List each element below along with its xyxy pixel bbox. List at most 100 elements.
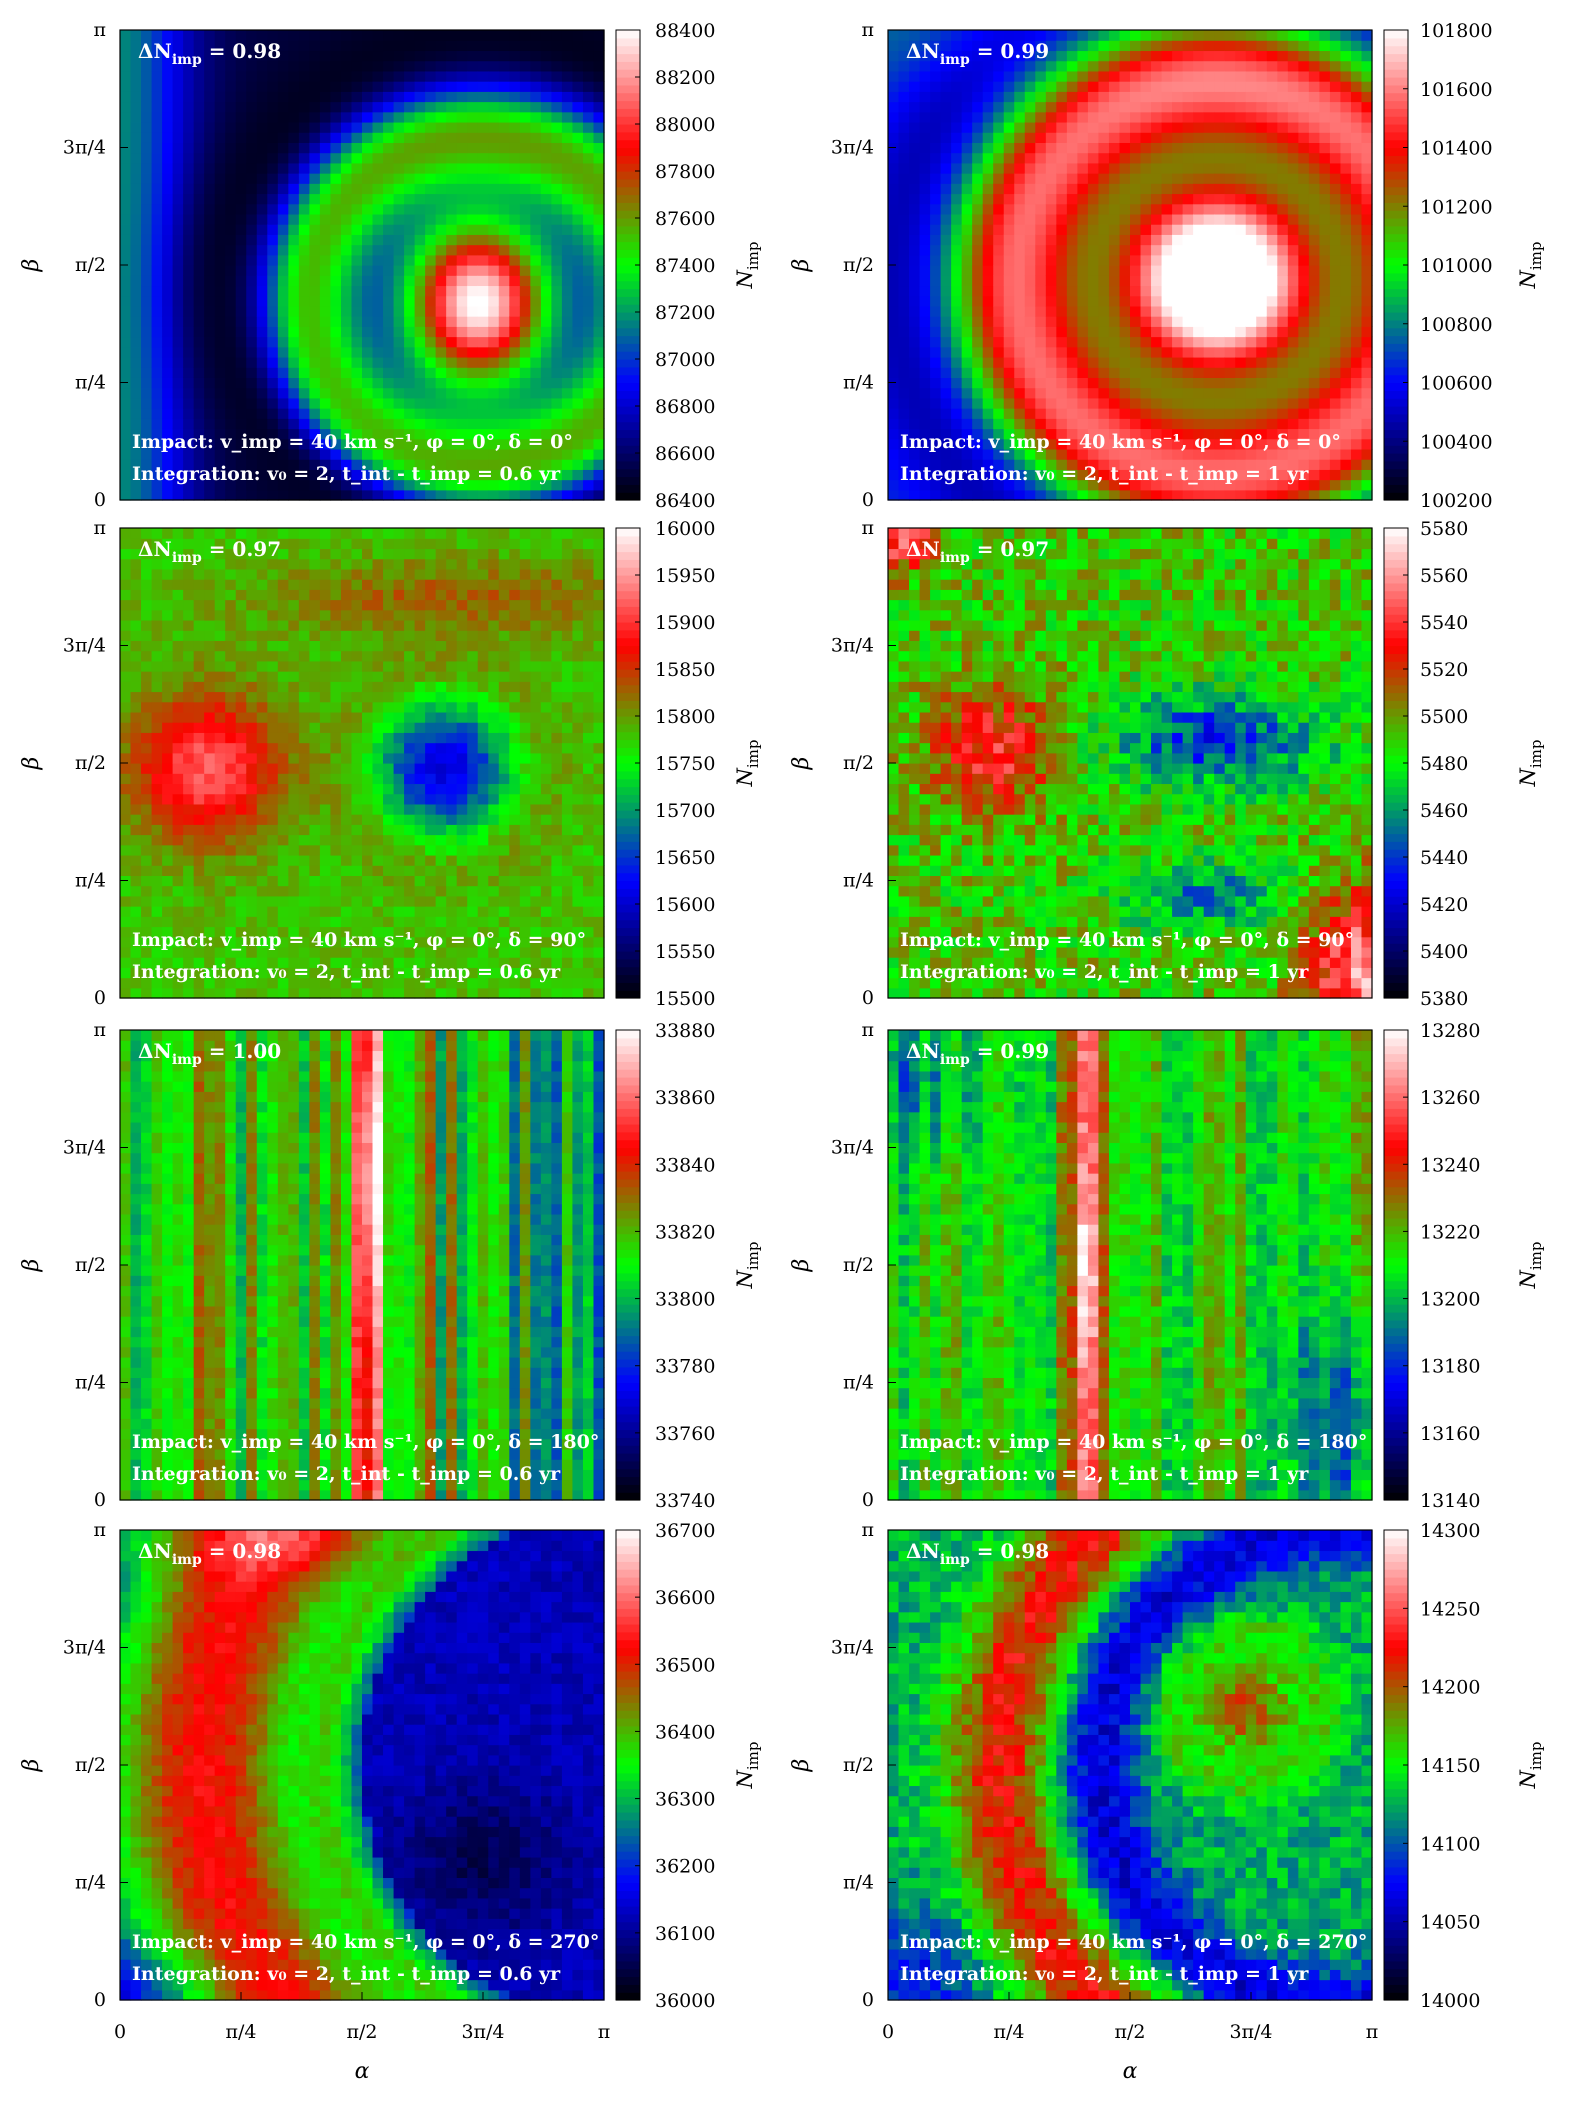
heatmap-cell xyxy=(1214,285,1226,297)
heatmap-cell xyxy=(1277,101,1289,113)
heatmap-cell xyxy=(162,265,174,276)
heatmap-cell xyxy=(572,408,584,419)
heatmap-cell xyxy=(393,285,405,297)
heatmap-cell xyxy=(488,81,500,92)
heatmap-cell xyxy=(267,367,279,378)
heatmap-cell xyxy=(582,224,595,235)
heatmap-cell xyxy=(1203,224,1215,235)
heatmap-cell xyxy=(1024,60,1036,72)
heatmap-cell xyxy=(1182,60,1194,72)
heatmap-cell xyxy=(1130,60,1142,72)
heatmap-cell xyxy=(151,711,163,723)
heatmap-cell xyxy=(162,579,174,590)
heatmap-cell xyxy=(151,558,163,570)
heatmap-cell xyxy=(446,111,458,123)
heatmap-cell xyxy=(120,609,132,621)
heatmap-cell xyxy=(372,50,384,62)
heatmap-cell xyxy=(340,326,353,338)
heatmap-cell xyxy=(120,224,132,235)
heatmap-cell xyxy=(193,91,205,103)
heatmap-cell xyxy=(193,356,205,368)
heatmap-cell xyxy=(1161,111,1173,123)
heatmap-cell xyxy=(1214,469,1226,481)
heatmap-cell xyxy=(1193,70,1205,82)
heatmap-cell xyxy=(1245,254,1257,266)
heatmap-cell xyxy=(1077,336,1089,348)
heatmap-cell xyxy=(1308,152,1320,164)
heatmap-cell xyxy=(425,438,437,450)
heatmap-cell xyxy=(1266,213,1278,225)
colorbar-swatch xyxy=(616,139,640,149)
heatmap-cell xyxy=(1024,132,1036,143)
heatmap-cell xyxy=(1077,152,1089,164)
heatmap-cell xyxy=(1003,244,1015,256)
heatmap-cell xyxy=(1329,336,1342,348)
heatmap-cell xyxy=(204,865,216,876)
heatmap-cell xyxy=(1024,224,1036,235)
heatmap-cell xyxy=(204,803,216,815)
heatmap-cell xyxy=(1256,265,1268,276)
heatmap-cell xyxy=(1151,397,1163,409)
heatmap-cell xyxy=(1119,234,1131,246)
heatmap-cell xyxy=(172,162,184,174)
heatmap-cell xyxy=(888,193,900,205)
heatmap-cell xyxy=(898,254,910,266)
heatmap-cell xyxy=(204,987,216,999)
heatmap-cell xyxy=(298,275,310,287)
heatmap-cell xyxy=(204,367,216,378)
heatmap-cell xyxy=(1014,356,1026,368)
heatmap-cell xyxy=(172,671,184,682)
heatmap-cell xyxy=(993,469,1005,481)
heatmap-cell xyxy=(330,428,342,440)
colorbar-swatch xyxy=(616,468,640,478)
heatmap-cell xyxy=(593,489,605,501)
heatmap-cell xyxy=(277,397,289,409)
heatmap-cell xyxy=(467,377,479,389)
heatmap-cell xyxy=(909,40,921,52)
heatmap-cell xyxy=(1214,101,1226,113)
heatmap-cell xyxy=(340,336,353,348)
heatmap-cell xyxy=(340,438,353,450)
heatmap-cell xyxy=(1361,60,1373,72)
heatmap-cell xyxy=(888,387,900,399)
heatmap-cell xyxy=(1340,305,1352,317)
heatmap-cell xyxy=(1235,479,1247,491)
heatmap-cell xyxy=(214,377,226,389)
heatmap-cell xyxy=(225,558,237,570)
heatmap-cell xyxy=(582,40,595,52)
heatmap-cell xyxy=(1087,203,1100,215)
heatmap-cell xyxy=(498,295,510,307)
heatmap-cell xyxy=(214,479,226,491)
heatmap-cell xyxy=(120,814,132,825)
heatmap-cell xyxy=(993,489,1005,501)
heatmap-cell xyxy=(319,459,332,470)
heatmap-cell xyxy=(141,377,153,389)
heatmap-cell xyxy=(393,489,405,501)
heatmap-cell xyxy=(1266,121,1278,133)
heatmap-cell xyxy=(1224,142,1236,154)
heatmap-cell xyxy=(246,30,258,41)
heatmap-cell xyxy=(972,295,984,307)
heatmap-cell xyxy=(1130,111,1142,123)
heatmap-cell xyxy=(1319,70,1331,82)
heatmap-cell xyxy=(351,81,363,92)
heatmap-cell xyxy=(319,438,332,450)
heatmap-cell xyxy=(1329,387,1342,399)
heatmap-cell xyxy=(1298,295,1310,307)
heatmap-cell xyxy=(1308,418,1320,430)
heatmap-cell xyxy=(425,234,437,246)
heatmap-cell xyxy=(435,489,447,501)
heatmap-cell xyxy=(467,183,479,195)
heatmap-cell xyxy=(540,316,552,327)
heatmap-cell xyxy=(141,30,153,41)
heatmap-cell xyxy=(372,152,384,164)
heatmap-cell xyxy=(888,254,900,266)
heatmap-cell xyxy=(1214,448,1226,460)
heatmap-cell xyxy=(298,336,310,348)
heatmap-cell xyxy=(435,459,447,470)
heatmap-cell xyxy=(509,81,521,92)
heatmap-cell xyxy=(414,469,426,481)
heatmap-cell xyxy=(225,70,237,82)
heatmap-cell xyxy=(162,121,174,133)
heatmap-cell xyxy=(372,316,384,327)
